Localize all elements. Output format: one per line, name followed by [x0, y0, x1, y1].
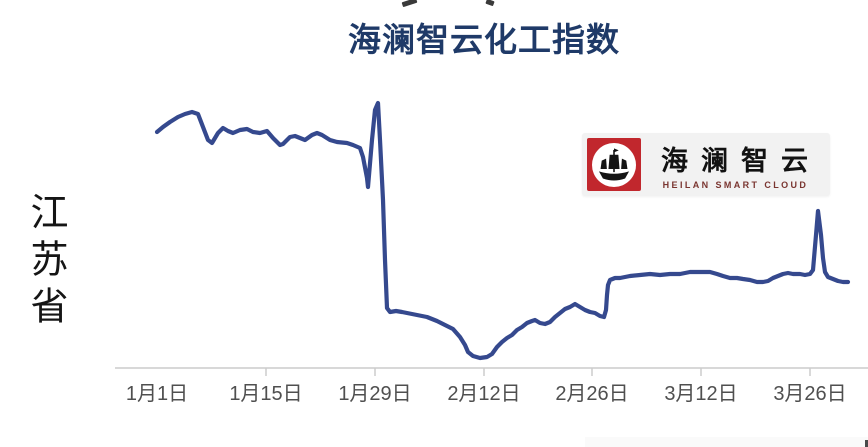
x-axis — [115, 367, 868, 376]
y-axis-label: 江苏省 — [24, 192, 66, 333]
index-line-series — [154, 100, 851, 361]
logo-text-block: 海澜智云 HEILAN SMART CLOUD — [647, 139, 822, 190]
logo-red-mark — [587, 138, 641, 191]
logo-circle — [592, 142, 636, 187]
bottom-faint-strip — [585, 437, 868, 447]
logo-name-english: HEILAN SMART CLOUD — [662, 180, 809, 190]
chart-title: 海澜智云化工指数 — [348, 21, 620, 58]
logo-name-chinese: 海澜智云 — [661, 146, 821, 176]
bottom-right-edge-mark — [865, 440, 868, 447]
heilan-logo: 海澜智云 HEILAN SMART CLOUD — [582, 133, 830, 196]
sailing-ship-icon — [598, 147, 630, 180]
